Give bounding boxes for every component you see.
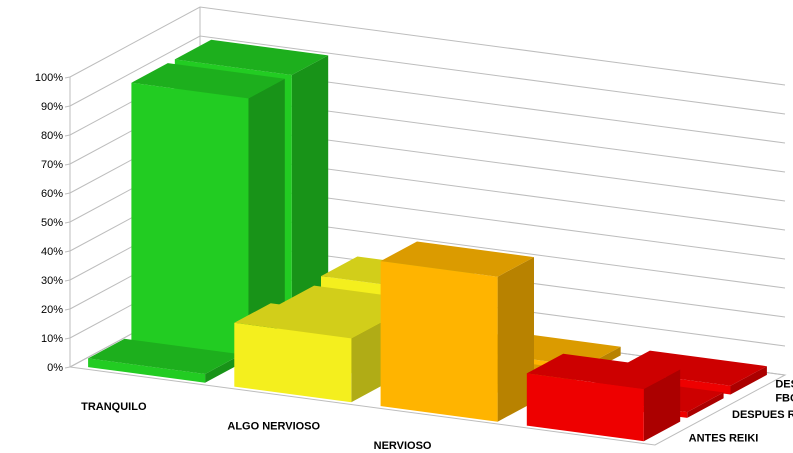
series-label: DESPUESFBC xyxy=(775,379,793,405)
bar-side xyxy=(687,392,724,418)
category-label: NERVIOSO xyxy=(374,440,432,452)
bar-top xyxy=(380,241,534,277)
y-tick-mark xyxy=(64,337,71,340)
bar-front xyxy=(131,82,249,360)
y-tick-label: 0% xyxy=(47,362,63,374)
bar xyxy=(380,241,534,422)
bar-front xyxy=(234,322,352,403)
category-label: ALGO NERVIOSO xyxy=(227,420,320,432)
y-tick-label: 40% xyxy=(41,246,63,258)
y-tick-mark xyxy=(64,221,71,224)
y-tick-label: 50% xyxy=(41,217,63,229)
bar-side xyxy=(730,366,767,395)
y-tick-label: 80% xyxy=(41,130,63,142)
y-tick-mark xyxy=(64,279,71,282)
y-tick-label: 100% xyxy=(35,72,63,84)
category-label: TRANQUILO xyxy=(81,401,147,413)
bar-top xyxy=(613,350,767,386)
y-tick-mark xyxy=(64,134,71,137)
series-label: DESPUES REIKI xyxy=(732,409,793,421)
bar-front xyxy=(88,358,206,383)
bar-side xyxy=(205,354,242,383)
bar xyxy=(88,338,242,383)
bar-side xyxy=(248,78,285,360)
bar-side xyxy=(351,318,388,403)
y-tick-label: 90% xyxy=(41,101,63,113)
bar-top xyxy=(234,303,388,339)
bar-front xyxy=(380,261,498,422)
bar xyxy=(131,63,285,360)
bar-top xyxy=(526,353,681,389)
y-tick-label: 60% xyxy=(41,188,63,200)
y-tick-mark xyxy=(64,308,71,311)
y-tick-mark xyxy=(64,76,71,79)
bar-top xyxy=(174,39,329,75)
y-tick-label: 30% xyxy=(41,275,63,287)
y-tick-mark xyxy=(64,163,71,166)
bar-top xyxy=(131,63,285,99)
bar-side xyxy=(497,257,534,422)
bar xyxy=(526,353,681,442)
bars xyxy=(88,39,767,442)
y-tick-mark xyxy=(64,366,71,369)
y-tick-label: 70% xyxy=(41,159,63,171)
series-labels: DESPUESFBC DESPUES REIKI ANTES REIKI xyxy=(689,379,793,445)
y-tick-label: 20% xyxy=(41,304,63,316)
y-tick-mark xyxy=(64,250,71,253)
y-tick-mark xyxy=(64,192,71,195)
series-label: ANTES REIKI xyxy=(689,432,759,444)
y-tick-label: 10% xyxy=(41,333,63,345)
bar xyxy=(234,303,388,403)
bar-side xyxy=(643,369,681,442)
bar-side xyxy=(291,55,329,337)
y-tick-mark xyxy=(64,105,71,108)
bar-top xyxy=(88,338,242,374)
bar-front xyxy=(526,373,644,442)
y-axis-ticks: 0% 10% 20% 30% 40% 50% 60% 70% 80% 90% 100% xyxy=(35,72,71,374)
